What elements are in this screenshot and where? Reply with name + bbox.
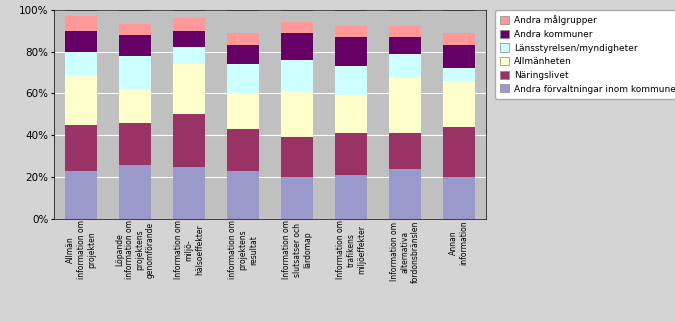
Bar — [65, 31, 97, 52]
Bar — [389, 169, 421, 219]
Bar — [65, 75, 97, 125]
Bar — [119, 165, 151, 219]
Bar — [389, 133, 421, 169]
Bar — [335, 133, 367, 175]
Bar — [119, 24, 151, 35]
Bar — [389, 37, 421, 54]
Bar — [65, 10, 97, 16]
Bar — [65, 52, 97, 75]
Bar — [227, 64, 259, 93]
Bar — [389, 10, 421, 26]
Bar — [227, 171, 259, 219]
Bar — [281, 33, 313, 60]
Bar — [281, 10, 313, 22]
Bar — [281, 22, 313, 33]
Bar — [65, 16, 97, 31]
Bar — [443, 68, 475, 81]
Bar — [227, 10, 259, 33]
Bar — [335, 26, 367, 37]
Bar — [119, 89, 151, 123]
Bar — [119, 10, 151, 24]
Bar — [227, 93, 259, 129]
Bar — [227, 45, 259, 64]
Bar — [227, 129, 259, 171]
Bar — [389, 26, 421, 37]
Bar — [443, 45, 475, 68]
Bar — [281, 177, 313, 219]
Bar — [65, 125, 97, 171]
Legend: Andra målgrupper, Andra kommuner, Länsstyrelsen/myndigheter, Allmänheten, Näring: Andra målgrupper, Andra kommuner, Länsst… — [495, 10, 675, 99]
Bar — [173, 31, 205, 47]
Bar — [335, 96, 367, 133]
Bar — [335, 175, 367, 219]
Bar — [173, 18, 205, 31]
Bar — [227, 33, 259, 45]
Bar — [443, 177, 475, 219]
Bar — [173, 47, 205, 64]
Bar — [443, 81, 475, 127]
Bar — [443, 127, 475, 177]
Bar — [173, 64, 205, 114]
Bar — [65, 171, 97, 219]
Bar — [389, 77, 421, 133]
Bar — [335, 10, 367, 26]
Bar — [443, 10, 475, 33]
Bar — [443, 33, 475, 45]
Bar — [173, 114, 205, 167]
Bar — [281, 60, 313, 91]
Bar — [389, 54, 421, 77]
Bar — [119, 35, 151, 56]
Bar — [281, 137, 313, 177]
Bar — [335, 37, 367, 66]
Bar — [281, 91, 313, 137]
Bar — [119, 123, 151, 165]
Bar — [173, 167, 205, 219]
Bar — [119, 56, 151, 89]
Bar — [335, 66, 367, 96]
Bar — [173, 10, 205, 18]
